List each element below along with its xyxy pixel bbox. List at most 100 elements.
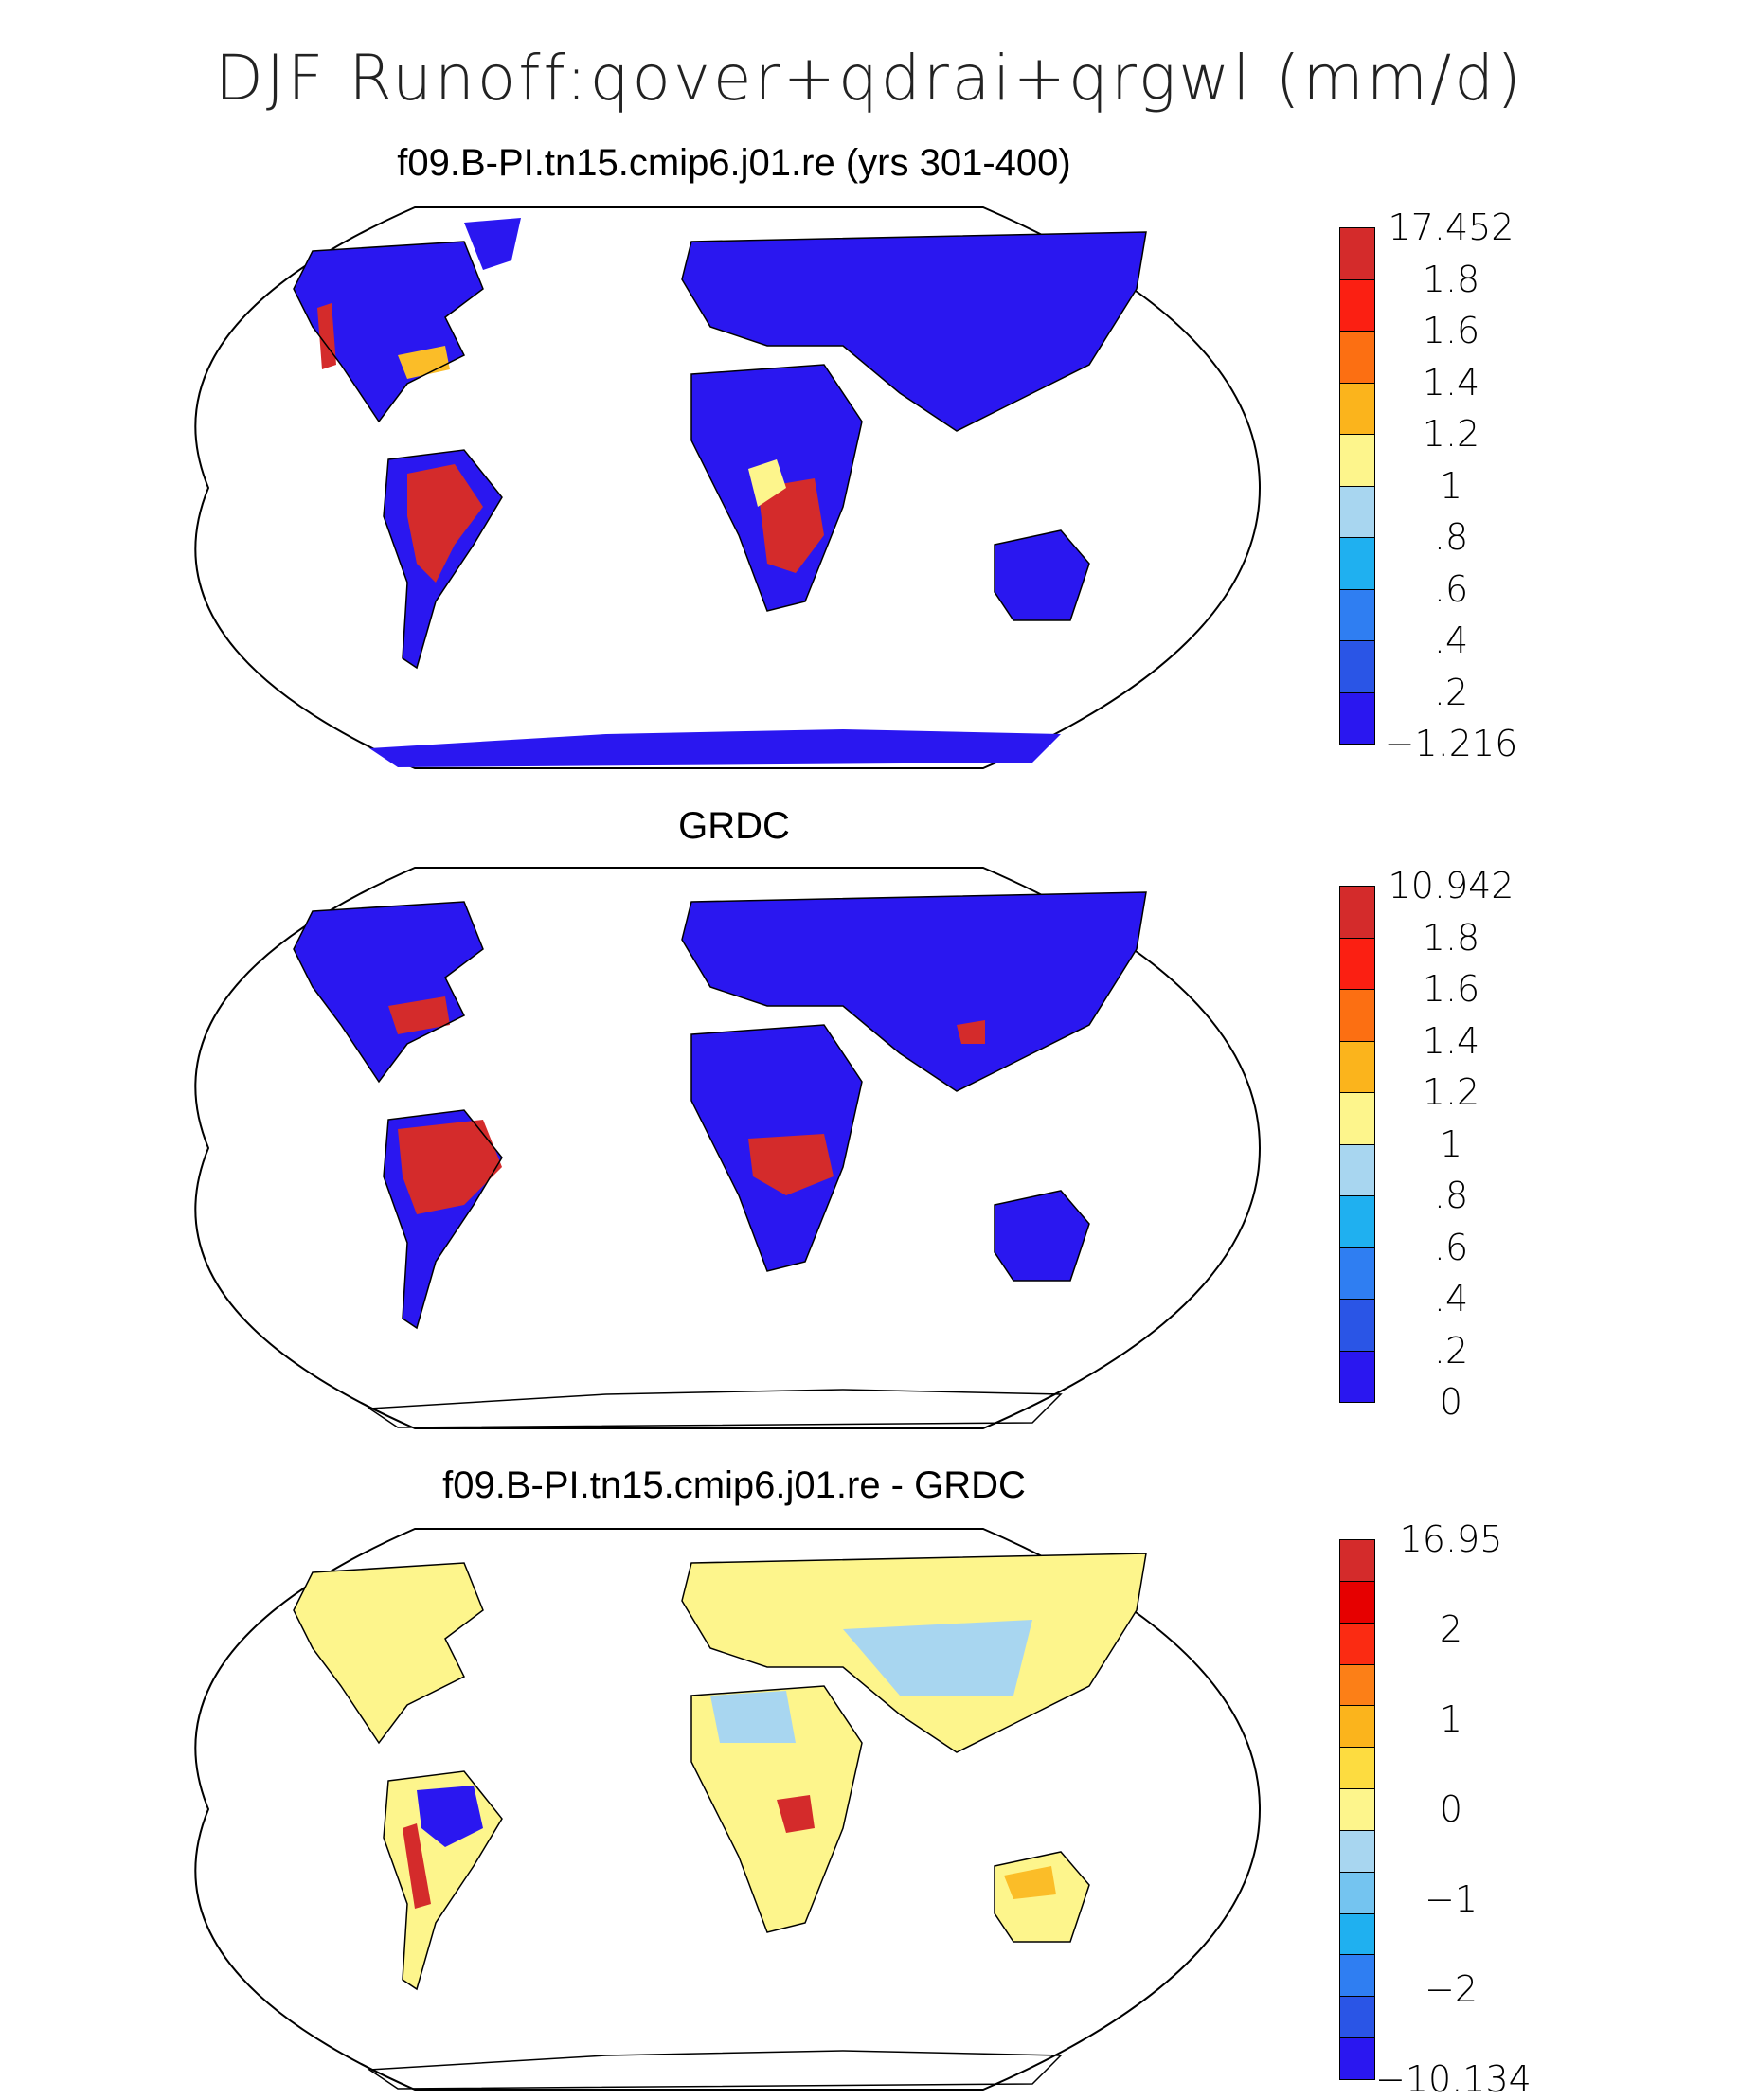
australia	[995, 530, 1089, 620]
colorbar-label: 1.6	[1422, 968, 1480, 1010]
colorbar-label: 2	[1439, 1608, 1463, 1650]
greenland	[464, 218, 521, 270]
colorbar-label: .8	[1433, 1175, 1469, 1216]
colorbar-segment	[1339, 1663, 1375, 1707]
coastlines	[293, 1553, 1147, 2090]
colorbar-label: −10.134	[1375, 2058, 1532, 2100]
amazon-dry	[417, 1786, 483, 1847]
asia-light	[843, 1620, 1032, 1696]
colorbar-segment	[1339, 1912, 1375, 1956]
colorbar-label: 1.2	[1422, 1071, 1480, 1113]
colorbar-label: −1	[1424, 1878, 1479, 1920]
colorbar-segment	[1339, 1092, 1375, 1145]
coastlines	[293, 891, 1147, 1428]
colorbar-segment	[1339, 1954, 1375, 1998]
colorbar-segment	[1339, 989, 1375, 1042]
colorbar-label: 1.8	[1422, 258, 1480, 300]
anomaly-regions	[403, 1620, 1056, 1909]
africa-mid	[748, 459, 786, 507]
colorbar-label: 1	[1439, 1698, 1463, 1740]
colorbar-segment	[1339, 2037, 1375, 2080]
panel-2-title: GRDC	[678, 805, 790, 847]
europe-asia	[682, 892, 1146, 1091]
north-america	[294, 242, 483, 422]
southeast-us	[398, 346, 450, 379]
colorbar-segment	[1339, 1788, 1375, 1831]
colorbar-label: 16.95	[1399, 1518, 1503, 1560]
colorbar-segment	[1339, 278, 1375, 332]
south-america-wet	[407, 464, 483, 583]
colorbar-segment	[1339, 1580, 1375, 1624]
colorbar-segment	[1339, 1705, 1375, 1749]
wet-regions	[388, 996, 985, 1214]
colorbar-segment	[1339, 537, 1375, 590]
colorbar-segment	[1339, 1622, 1375, 1665]
colorbar-segment	[1339, 1195, 1375, 1248]
colorbar-label: 17.452	[1388, 206, 1515, 248]
australia-orange	[1004, 1866, 1056, 1899]
southeast-us	[388, 996, 450, 1034]
australia	[995, 1191, 1089, 1281]
continents	[294, 1553, 1146, 1989]
continents	[294, 892, 1146, 1328]
colorbar-label: .6	[1433, 1226, 1469, 1268]
colorbar-label: −2	[1424, 1968, 1479, 2010]
north-america	[294, 902, 483, 1082]
colorbar-label: 10.942	[1388, 865, 1515, 906]
antarctica	[369, 729, 1061, 767]
colorbar-label: 1	[1439, 464, 1463, 507]
colorbar-label: −1.216	[1384, 723, 1518, 764]
colorbar-segment	[1339, 434, 1375, 487]
coastlines	[293, 231, 1147, 670]
colorbar-label: 1.8	[1422, 916, 1480, 959]
colorbar-segment	[1339, 588, 1375, 641]
africa-wet	[777, 1795, 815, 1833]
colorbar-label: 1.2	[1422, 413, 1480, 455]
colorbar-label: 1	[1439, 1122, 1463, 1165]
colorbar-segment	[1339, 1040, 1375, 1093]
map-outline	[194, 867, 1262, 1429]
colorbar-label: .6	[1433, 567, 1469, 610]
south-asia-wet	[957, 1020, 985, 1044]
panel-2-map	[194, 867, 1262, 1429]
colorbar-segment	[1339, 640, 1375, 693]
colorbar-segment	[1339, 691, 1375, 745]
colorbar-label: 0	[1439, 1788, 1463, 1830]
colorbar-segment	[1339, 886, 1375, 939]
colorbar-segment	[1339, 1247, 1375, 1300]
colorbar-segment	[1339, 227, 1375, 280]
sahara-light	[710, 1691, 796, 1743]
colorbar-segment	[1339, 382, 1375, 435]
colorbar-label: 0	[1439, 1381, 1463, 1423]
colorbar-label: .2	[1433, 1329, 1469, 1372]
colorbar-segment	[1339, 1871, 1375, 1914]
colorbar-label: 1.4	[1422, 1019, 1480, 1062]
colorbar-segment	[1339, 1143, 1375, 1196]
colorbar-segment	[1339, 1350, 1375, 1403]
colorbar-segment	[1339, 937, 1375, 990]
wet-regions	[317, 303, 824, 583]
colorbar-segment	[1339, 331, 1375, 384]
colorbar-segment	[1339, 1829, 1375, 1873]
colorbar-label: .4	[1433, 619, 1469, 661]
panel-1-map	[194, 206, 1262, 769]
amazon-wet	[398, 1120, 502, 1214]
figure-title: DJF Runoff:qover+qdrai+qrgwl (mm/d)	[215, 42, 1524, 115]
panel-1-title: f09.B-PI.tn15.cmip6.j01.re (yrs 301-400)	[397, 142, 1071, 184]
andes-wet	[403, 1823, 431, 1909]
colorbar-label: .4	[1433, 1278, 1469, 1319]
panel-3-title: f09.B-PI.tn15.cmip6.j01.re - GRDC	[442, 1464, 1026, 1506]
colorbar-segment	[1339, 485, 1375, 538]
map-outline	[194, 206, 1262, 769]
colorbar-label: .8	[1433, 516, 1469, 558]
panel-3-map	[194, 1528, 1262, 2091]
colorbar-segment	[1339, 1747, 1375, 1790]
colorbar-segment	[1339, 1299, 1375, 1352]
colorbar-label: .2	[1433, 671, 1469, 713]
africa-wet	[748, 1134, 834, 1195]
colorbar-label: 1.4	[1422, 361, 1480, 404]
africa-wet	[758, 478, 824, 573]
colorbar-segment	[1339, 1539, 1375, 1582]
colorbar-segment	[1339, 1996, 1375, 2039]
europe-asia	[682, 232, 1146, 431]
